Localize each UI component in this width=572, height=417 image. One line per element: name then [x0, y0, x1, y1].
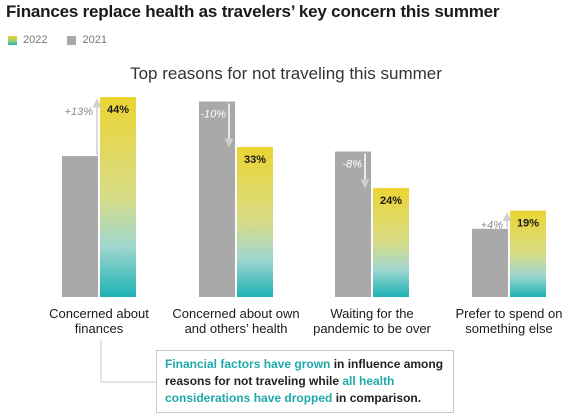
category-label-1-line-1: and others’ health: [184, 321, 288, 336]
legend-item-2021: 2021: [67, 34, 107, 46]
note-connector: [100, 340, 156, 383]
chart-subtitle: Top reasons for not traveling this summe…: [130, 64, 442, 83]
category-label-1-line-0: Concerned about own: [172, 306, 300, 321]
legend-label-2022: 2022: [23, 34, 48, 46]
category-label-3-line-1: something else: [465, 321, 553, 336]
category-label-0: Concerned about finances: [24, 306, 174, 336]
note-text-2: in comparison.: [332, 391, 422, 405]
bar-2022-1: [237, 147, 273, 297]
legend-swatch-2022: [8, 35, 17, 45]
note-highlight-2: all health considerations have dropped: [165, 374, 395, 405]
bar-2022-2: [373, 187, 409, 297]
legend-item-2022: 2022: [8, 34, 47, 46]
bar-2021-0: [62, 156, 98, 297]
bar-2021-3: [472, 228, 508, 297]
data-label-2022-1: 33%: [244, 154, 266, 166]
note-text-1: in influence among reasons for not trave…: [165, 357, 444, 388]
change-label-0: +13%: [65, 106, 94, 118]
category-label-2: Waiting for the pandemic to be over: [297, 306, 447, 336]
category-label-0-line-1: finances: [74, 321, 124, 336]
note-highlight-1: Financial factors have grown: [165, 357, 331, 371]
data-label-2022-3: 19%: [517, 218, 539, 230]
change-label-2: -8%: [342, 159, 362, 171]
category-label-2-line-0: Waiting for the: [330, 306, 414, 321]
data-label-2022-0: 44%: [107, 104, 129, 116]
bar-2022-3: [510, 210, 546, 297]
category-label-1: Concerned about own and others’ health: [161, 306, 311, 336]
change-label-3: +4%: [481, 220, 504, 232]
legend: 2022 2021: [8, 34, 107, 46]
data-label-2022-2: 24%: [380, 195, 402, 207]
category-label-3: Prefer to spend on something else: [434, 306, 572, 336]
legend-label-2021: 2021: [82, 34, 107, 46]
change-label-1: -10%: [200, 109, 226, 121]
annotation-note: Financial factors have grown in influenc…: [156, 350, 454, 413]
chart-title: Finances replace health as travelers’ ke…: [6, 2, 500, 21]
category-label-2-line-1: pandemic to be over: [313, 321, 431, 336]
legend-swatch-2021: [67, 35, 77, 45]
category-label-3-line-0: Prefer to spend on: [455, 306, 563, 321]
category-label-0-line-0: Concerned about: [49, 306, 149, 321]
bar-2022-0: [100, 97, 136, 297]
